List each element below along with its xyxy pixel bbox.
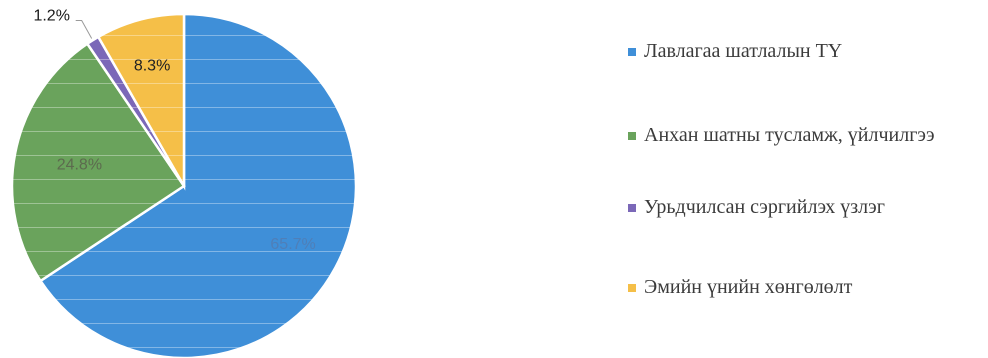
legend-item-emiin-unii: Эмийн үнийн хөнгөлөлт	[628, 274, 964, 300]
slice-urdchilsan-texture	[87, 36, 184, 187]
legend-swatch	[628, 48, 636, 56]
legend-item-lavlagaa: Лавлагаа шатлалын ТҮ	[628, 38, 964, 64]
pie-chart-plot: 65.7% 24.8% 1.2% 8.3%	[10, 8, 358, 358]
slice-ankhan-shat-label: 24.8%	[57, 157, 102, 174]
legend-label: Эмийн үнийн хөнгөлөлт	[644, 276, 853, 298]
legend-label: Анхан шатны тусламж, үйлчилгээ	[644, 124, 935, 146]
slice-lavlagaa-label: 65.7%	[270, 236, 315, 253]
legend-swatch	[628, 132, 636, 140]
slice-urdchilsan-label: 1.2%	[33, 8, 69, 25]
legend-label: Урьдчилсан сэргийлэх үзлэг	[644, 196, 885, 218]
slice-emiin-unii-label: 8.3%	[134, 58, 170, 75]
slice-ankhan-shat-texture	[12, 43, 184, 281]
legend-item-urdchilsan: Урьдчилсан сэргийлэх үзлэг	[628, 194, 964, 220]
slice-emiin-unii-texture	[98, 14, 184, 186]
slice-lavlagaa-texture	[40, 14, 356, 358]
legend-swatch	[628, 204, 636, 212]
legend-label: Лавлагаа шатлалын ТҮ	[644, 40, 843, 62]
legend-swatch	[628, 284, 636, 292]
slice-urdchilsan-leader-line	[75, 20, 93, 39]
legend-item-ankhan-shat: Анхан шатны тусламж, үйлчилгээ	[628, 122, 964, 148]
